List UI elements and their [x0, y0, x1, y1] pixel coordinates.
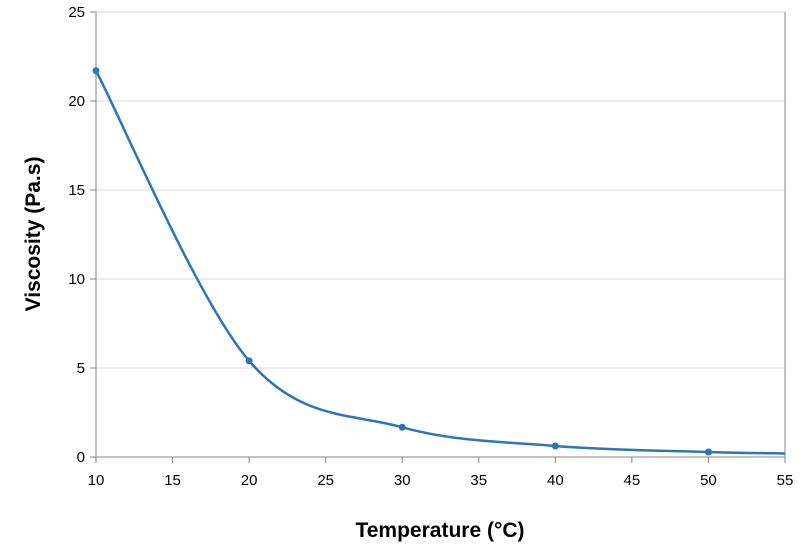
y-tick-label: 10	[68, 271, 85, 288]
y-tick-label: 15	[68, 182, 85, 199]
x-tick-label: 25	[317, 472, 334, 489]
gridlines	[96, 11, 785, 369]
data-point	[245, 357, 253, 365]
series	[92, 67, 786, 456]
x-tick-label: 55	[777, 472, 794, 489]
x-tick-label: 30	[394, 472, 411, 489]
x-tick-label: 35	[470, 472, 487, 489]
x-tick-label: 45	[624, 472, 641, 489]
y-tick-label: 25	[68, 4, 85, 21]
x-tick-label: 40	[547, 472, 564, 489]
series-line	[94, 70, 786, 455]
y-tick-label: 20	[68, 93, 85, 110]
x-tick-label: 20	[241, 472, 258, 489]
data-point	[551, 442, 559, 450]
x-axis-title: Temperature (°C)	[355, 519, 524, 542]
y-tick-label: 5	[77, 360, 85, 377]
tick-labels: 0 5 10 15 20 25 10 15 20 25 30 35 40 45 50 55	[68, 4, 793, 489]
data-point	[92, 67, 100, 75]
data-point	[704, 448, 712, 456]
x-tick-label: 50	[700, 472, 717, 489]
data-point	[398, 423, 406, 431]
y-tick-label: 0	[77, 449, 85, 466]
x-tick-label: 15	[164, 472, 181, 489]
x-tick-label: 10	[88, 472, 105, 489]
axes	[90, 11, 786, 463]
y-axis-title: Viscosity (Pa.s)	[22, 157, 45, 312]
